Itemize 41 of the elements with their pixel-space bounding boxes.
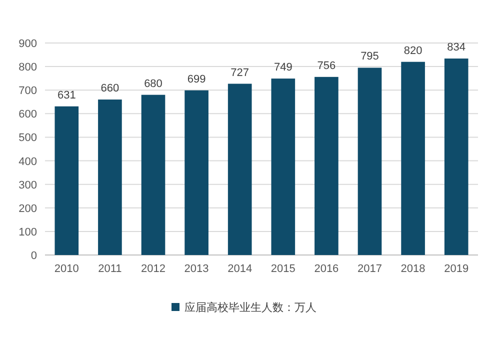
data-label: 834 xyxy=(447,42,466,54)
y-tick-label: 200 xyxy=(18,202,37,215)
data-label: 820 xyxy=(404,44,422,57)
legend-label: 应届高校毕业生人数：万人 xyxy=(184,301,316,314)
y-tick-label: 300 xyxy=(18,179,37,192)
bar xyxy=(314,76,338,255)
x-tick-label: 2017 xyxy=(358,263,382,275)
x-tick-label: 2019 xyxy=(444,263,469,275)
y-tick-label: 600 xyxy=(18,108,37,121)
bar xyxy=(54,106,79,255)
y-tick-label: 800 xyxy=(18,62,37,74)
x-tick-label: 2010 xyxy=(54,263,79,275)
y-tick-label: 400 xyxy=(18,156,37,168)
bar xyxy=(444,58,468,255)
data-label: 727 xyxy=(230,66,250,79)
x-tick-label: 2016 xyxy=(314,263,339,275)
x-tick-label: 2015 xyxy=(270,263,296,275)
bar xyxy=(401,62,425,255)
x-tick-label: 2011 xyxy=(98,263,122,275)
bar xyxy=(98,100,122,255)
data-label: 680 xyxy=(144,78,162,90)
data-label: 631 xyxy=(57,89,76,102)
x-tick-label: 2014 xyxy=(228,263,252,275)
data-label: 749 xyxy=(274,62,292,74)
bar xyxy=(271,78,296,255)
data-label: 756 xyxy=(317,60,336,72)
y-tick-label: 100 xyxy=(18,226,37,238)
data-label: 660 xyxy=(100,82,120,95)
bar xyxy=(184,90,208,255)
y-tick-label: 0 xyxy=(30,250,37,262)
data-label: 699 xyxy=(187,73,206,86)
bar xyxy=(358,68,382,255)
y-tick-label: 500 xyxy=(18,132,37,144)
x-tick-label: 2018 xyxy=(400,263,426,275)
bar xyxy=(228,84,252,255)
data-label: 795 xyxy=(360,50,379,63)
y-tick-label: 700 xyxy=(18,85,37,98)
x-tick-label: 2013 xyxy=(184,263,209,275)
x-tick-label: 2012 xyxy=(141,263,166,275)
y-tick-label: 900 xyxy=(18,38,37,50)
bar xyxy=(141,94,166,255)
